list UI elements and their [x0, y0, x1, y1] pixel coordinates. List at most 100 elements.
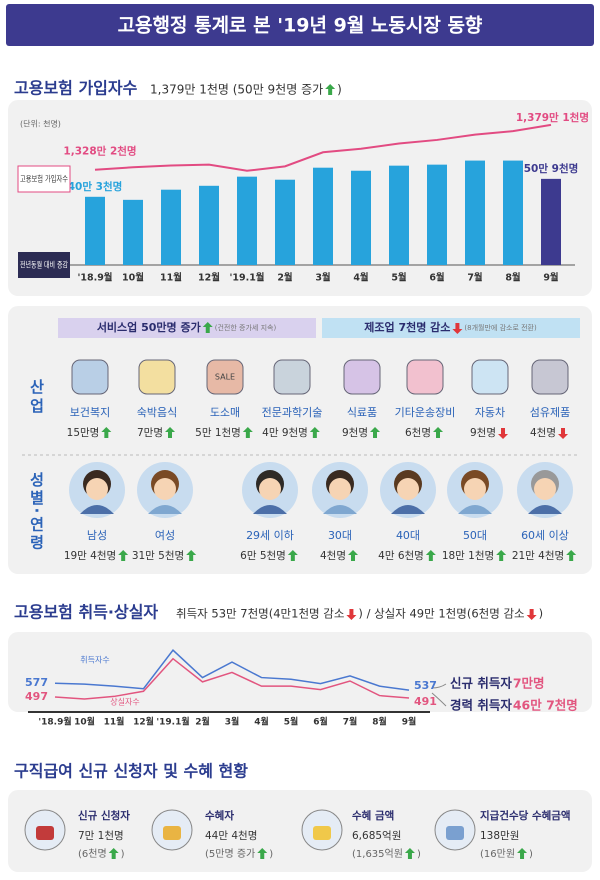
avatar-body [80, 505, 114, 514]
bar [351, 170, 371, 265]
line-end-label: 537 [414, 679, 437, 692]
bar [275, 179, 295, 265]
benefit-name: 수혜자 [205, 809, 234, 822]
line-end-label: 491 [414, 695, 437, 708]
avatar-body [253, 505, 287, 514]
group-title: (8개월만에 감소로 전환) [464, 323, 537, 332]
avatar-face [86, 478, 108, 500]
arrow-up [325, 84, 336, 95]
benefit-change: (1,635억원 [352, 848, 403, 860]
bar [465, 160, 485, 265]
bar [427, 164, 447, 265]
summary: 취득자 53만 7천명(4만1천명 감소 [176, 607, 344, 621]
benefit-name: 신규 신청자 [78, 809, 130, 822]
x-tick-label: 6월 [429, 272, 444, 284]
summary: ) [539, 607, 544, 621]
arrow-down [558, 428, 569, 439]
bar [503, 160, 523, 265]
item-name: 자동차 [475, 406, 505, 419]
benefit-change: ) [417, 849, 421, 860]
arrow-up [404, 848, 415, 859]
benefit-change: (16만원 [480, 848, 515, 860]
item-name: 섬유제품 [530, 406, 570, 419]
item-value: 4천명 [320, 550, 346, 562]
arrow-up [118, 550, 129, 561]
x-tick-label: 10월 [122, 272, 144, 284]
avatar-body [528, 505, 562, 514]
item-value: 5만 1천명 [195, 427, 241, 439]
x-tick-label: 3월 [315, 272, 330, 284]
bar [541, 178, 561, 265]
arrow-down [346, 609, 357, 620]
avatar-body [391, 505, 425, 514]
legend-label: 전년동월 대비 증감 [20, 260, 68, 270]
line-start-label: 497 [25, 690, 48, 703]
x-tick-label: 8월 [372, 716, 387, 728]
arrow-down [498, 428, 509, 439]
bracket [431, 683, 447, 707]
industry-icon [138, 359, 176, 395]
arrow-up [257, 848, 268, 859]
x-tick-label: 12월 [198, 272, 220, 284]
bar [85, 196, 105, 265]
item-value: 6만 5천명 [240, 550, 286, 562]
bar [389, 165, 409, 265]
avatar-face [397, 478, 419, 500]
item-value: 4만 9천명 [262, 427, 308, 439]
x-tick-label: '19.1월 [229, 272, 264, 284]
x-tick-label: 11월 [160, 272, 182, 284]
benefit-icon-detail [446, 826, 464, 840]
benefit-change: (6천명 [78, 848, 107, 860]
x-tick-label: 10월 [74, 716, 95, 728]
arrow-up [370, 427, 381, 438]
industry-icon [531, 359, 569, 395]
item-name: 30대 [328, 529, 352, 542]
item-value: 31만 5천명 [132, 550, 184, 562]
arrow-up [566, 550, 577, 561]
item-name: 29세 이하 [246, 528, 294, 542]
benefit-name: 수혜 금액 [352, 809, 394, 822]
line [94, 123, 552, 172]
note: 46만 7천명 [513, 698, 578, 713]
x-tick-label: 9월 [402, 716, 417, 728]
industry-icon [71, 359, 109, 395]
item-name: 숙박음식 [137, 406, 177, 419]
industry-icon [471, 359, 509, 395]
benefit-value: 7만 1천명 [78, 830, 124, 842]
note: 경력 취득자 [450, 698, 512, 713]
item-name: 보건복지 [70, 406, 110, 419]
x-tick-label: 2월 [195, 716, 210, 728]
section-title: 구직급여 신규 신청자 및 수혜 현황 [14, 762, 248, 781]
x-tick-label: '18.9월 [77, 272, 112, 284]
item-value: 7만명 [137, 427, 163, 439]
group-title: 제조업 7천명 감소 [364, 320, 450, 334]
arrow-up [496, 550, 507, 561]
line-value-label: 1,379만 1천명 [516, 111, 589, 124]
bar [237, 176, 257, 265]
summary: 1,379만 1천명 (50만 9천명 증가 [150, 82, 323, 97]
item-value: 19만 4천명 [64, 550, 116, 562]
benefit-change: (5만명 증가 [205, 848, 255, 860]
arrow-up [202, 322, 213, 333]
section-title: 고용보험 취득·상실자 [14, 603, 158, 622]
x-tick-label: 3월 [225, 716, 240, 728]
item-name: 50대 [463, 529, 487, 542]
bar [199, 185, 219, 265]
arrow-up [186, 550, 197, 561]
bar [123, 199, 143, 265]
arrow-up [242, 427, 253, 438]
avatar-face [329, 478, 351, 500]
avatar-body [458, 505, 492, 514]
bar-value-label: 40만 3천명 [68, 180, 123, 193]
line-start-label: 577 [25, 676, 48, 689]
panel [8, 790, 592, 872]
line [54, 649, 410, 691]
item-value: 6천명 [405, 427, 431, 439]
item-name: 60세 이상 [521, 529, 569, 542]
industry-icon [343, 359, 381, 395]
summary: ) [337, 83, 342, 97]
group-header [322, 318, 580, 338]
benefit-icon-detail [36, 826, 54, 840]
benefit-name: 지급건수당 수혜금액 [480, 809, 571, 822]
series-label: 취득자수 [80, 656, 109, 665]
